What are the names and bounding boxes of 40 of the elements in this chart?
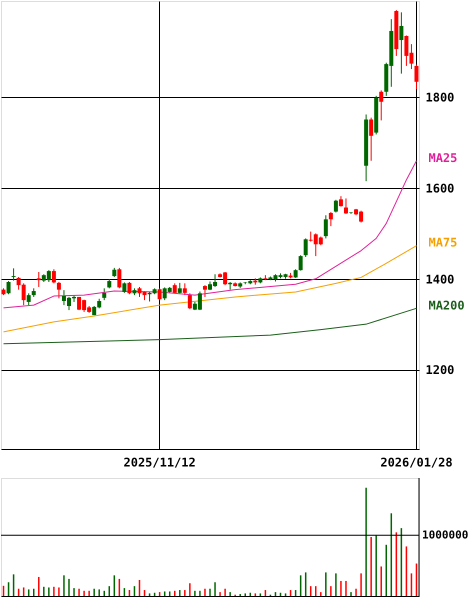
candlestick: [117, 267, 122, 289]
text: 1000000: [422, 528, 468, 542]
y-tick-label: 1600: [426, 182, 454, 196]
candlestick: [56, 281, 61, 299]
candlestick: [107, 278, 112, 289]
candlestick: [178, 282, 182, 294]
candlestick: [328, 212, 333, 227]
candlestick: [334, 199, 338, 214]
candlestick: [102, 288, 106, 301]
candlestick: [304, 238, 308, 258]
x-tick-label: 2025/11/12: [124, 456, 196, 470]
candlestick: [158, 288, 162, 301]
y-tick-label: 1400: [426, 272, 454, 286]
candlestick: [122, 282, 126, 294]
candlestick: [338, 196, 343, 208]
candlestick: [127, 281, 132, 295]
candlestick: [112, 267, 116, 278]
candlestick: [52, 268, 56, 284]
line-series: [3, 245, 417, 332]
candlestick: [182, 282, 187, 296]
y-tick-label: 1200: [426, 363, 454, 378]
candlestick: [188, 292, 192, 310]
candlestick: [12, 268, 16, 282]
candlestick: [369, 117, 374, 162]
candlestick: [324, 214, 328, 239]
x-tick-label: 2026/01/28: [380, 456, 453, 470]
line-series: [3, 160, 417, 308]
candlestick: [6, 280, 11, 295]
candlestick: [344, 198, 348, 214]
line-series: [3, 308, 417, 344]
series-label: MA25: [428, 150, 458, 165]
candlestick: [202, 284, 207, 298]
candlestick: [298, 254, 303, 272]
y-tick-label: 1800: [426, 90, 454, 105]
candlestick: [399, 12, 404, 74]
series-label: MA200: [428, 298, 465, 312]
candlestick: [26, 292, 31, 306]
candlestick: [379, 90, 384, 121]
series-label: MA75: [428, 236, 458, 250]
candlestick: [414, 64, 418, 90]
